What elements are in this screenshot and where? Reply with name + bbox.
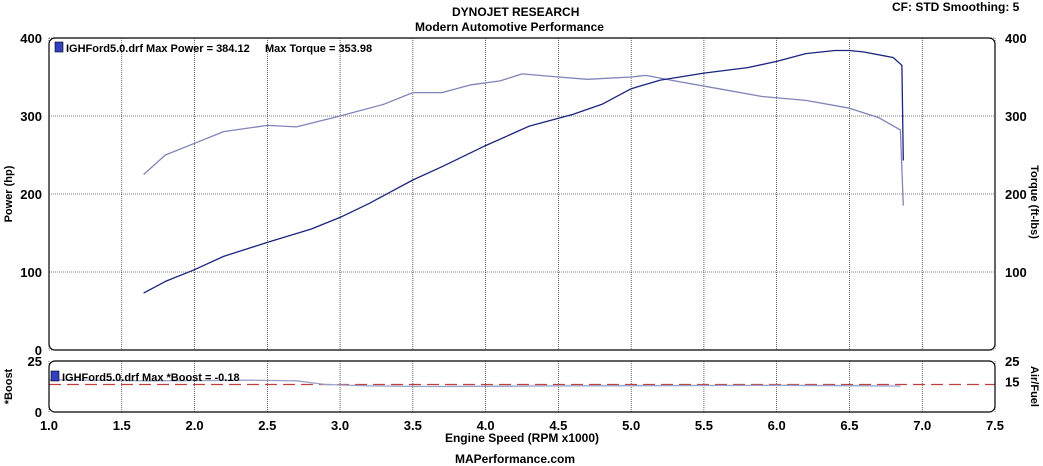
power-curve bbox=[143, 49, 904, 294]
air-fuel-tick-label: 15 bbox=[1005, 374, 1019, 389]
text-layer: 1.0 1.5 2.0 2.5 3.0 3.5 4.0 4.5 5.0 5.5 6.0 6.5 7.0 7… bbox=[3, 31, 1040, 445]
x-tick-label: 7.0 bbox=[913, 418, 931, 433]
x-tick-label: 5.0 bbox=[622, 418, 640, 433]
air-fuel-tick-label: 25 bbox=[1005, 354, 1019, 369]
footer-site: MAPerformance.com bbox=[455, 452, 576, 466]
boost-axis-label: *Boost bbox=[3, 368, 15, 404]
y-tick-label: 100 bbox=[20, 265, 42, 280]
x-tick-label: 6.0 bbox=[768, 418, 786, 433]
y-axis-label: Power (hp) bbox=[3, 165, 15, 222]
y2-tick-label: 100 bbox=[1005, 265, 1027, 280]
x-tick-label: 1.0 bbox=[40, 418, 58, 433]
x-tick-label: 1.5 bbox=[113, 418, 131, 433]
y-tick-label: 200 bbox=[20, 187, 42, 202]
x-tick-label: 4.0 bbox=[477, 418, 495, 433]
chart-company-title: DYNOJET RESEARCH bbox=[452, 5, 580, 19]
x-tick-label: 3.5 bbox=[404, 418, 422, 433]
boost-curve bbox=[48, 379, 901, 388]
x-tick-label: 3.0 bbox=[331, 418, 349, 433]
series-layer bbox=[48, 49, 995, 388]
boost-tick-label: 0 bbox=[35, 405, 42, 420]
y-tick-label: 400 bbox=[20, 31, 42, 46]
x-tick-label: 2.0 bbox=[185, 418, 203, 433]
air-fuel-axis-label: Air/Fuel bbox=[1028, 366, 1040, 407]
y-tick-label: 300 bbox=[20, 109, 42, 124]
main-plot-frame bbox=[48, 37, 996, 351]
y2-tick-label: 300 bbox=[1005, 109, 1027, 124]
frame-layer bbox=[48, 37, 996, 413]
lower-legend-swatch bbox=[50, 370, 60, 382]
y2-tick-label: 200 bbox=[1005, 187, 1027, 202]
chart-subtitle: Modern Automotive Performance bbox=[415, 20, 604, 34]
x-axis-label: Engine Speed (RPM x1000) bbox=[445, 431, 599, 445]
x-tick-label: 6.5 bbox=[840, 418, 858, 433]
correction-smoothing-info: CF: STD Smoothing: 5 bbox=[892, 0, 1020, 14]
x-tick-label: 7.5 bbox=[986, 418, 1004, 433]
boost-tick-label: 25 bbox=[28, 354, 42, 369]
grid-layer bbox=[48, 37, 996, 412]
main-legend-text: IGHFord5.0.drf Max Power = 384.12 Max To… bbox=[66, 43, 372, 55]
x-tick-label: 5.5 bbox=[695, 418, 713, 433]
x-tick-label: 2.5 bbox=[258, 418, 276, 433]
main-legend-swatch bbox=[54, 41, 64, 53]
torque-curve bbox=[143, 73, 904, 206]
lower-legend-text: IGHFord5.0.drf Max *Boost = -0.18 bbox=[62, 372, 240, 384]
y2-axis-label: Torque (ft-lbs) bbox=[1028, 165, 1040, 239]
x-tick-label: 4.5 bbox=[549, 418, 567, 433]
y2-tick-label: 400 bbox=[1005, 31, 1027, 46]
y-tick-label: 0 bbox=[35, 343, 42, 358]
lower-plot-frame bbox=[48, 360, 996, 413]
